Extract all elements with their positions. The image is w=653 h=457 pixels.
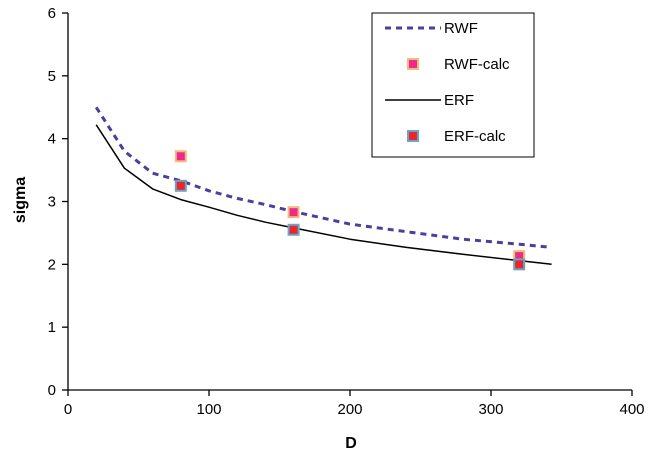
legend-label-rwf-calc: RWF-calc — [444, 56, 510, 73]
legend-swatch-rwf-calc — [407, 58, 419, 70]
y-tick-label-1: 1 — [48, 319, 56, 336]
series-rwf-calc-point-1 — [287, 206, 300, 219]
x-axis-title: D — [345, 435, 357, 452]
axes: 0 1 2 3 4 5 6 0 100 200 300 400 — [48, 5, 645, 418]
legend-box — [371, 12, 535, 158]
series-erf-calc-point-2 — [513, 258, 526, 271]
legend-label-rwf: RWF — [444, 20, 478, 37]
x-tick-label-200: 200 — [337, 401, 362, 418]
x-tick-label-400: 400 — [619, 401, 644, 418]
series-erf-calc-point-1 — [287, 223, 300, 236]
series-rwf-calc-point-0 — [174, 150, 187, 163]
y-tick-label-3: 3 — [48, 194, 56, 211]
x-tick-label-100: 100 — [196, 401, 221, 418]
y-tick-label-5: 5 — [48, 68, 56, 85]
y-tick-label-4: 4 — [48, 131, 56, 148]
series-erf-line — [95, 124, 552, 266]
legend-swatch-erf-calc — [407, 130, 419, 142]
series-erf-calc-point-0 — [174, 179, 187, 192]
y-tick-label-0: 0 — [48, 382, 56, 399]
x-tick-label-0: 0 — [64, 401, 72, 418]
y-tick-label-2: 2 — [48, 256, 56, 273]
legend: RWF RWF-calc ERF ERF-calc — [371, 12, 535, 158]
series-layer — [94, 106, 552, 271]
legend-label-erf: ERF — [444, 92, 474, 109]
y-tick-label-6: 6 — [48, 5, 56, 22]
legend-label-erf-calc: ERF-calc — [444, 128, 506, 145]
x-tick-label-300: 300 — [478, 401, 503, 418]
y-axis-title: sigma — [12, 177, 29, 223]
